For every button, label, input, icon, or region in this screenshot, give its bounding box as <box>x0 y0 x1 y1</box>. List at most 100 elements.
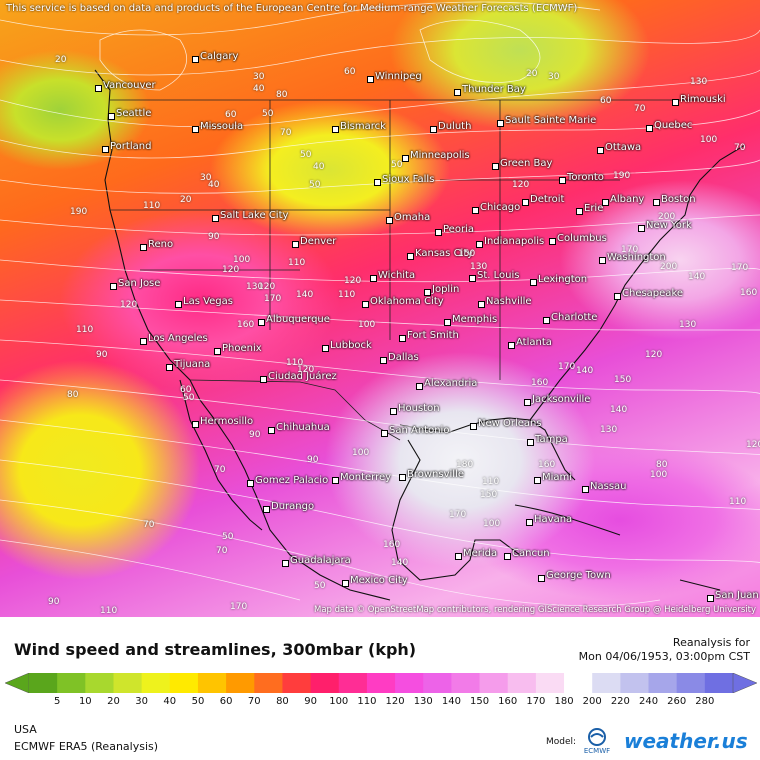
city-marker <box>374 179 381 186</box>
speed-value-label: 20 <box>526 69 538 79</box>
speed-value-label: 170 <box>230 602 248 612</box>
city-marker <box>399 474 406 481</box>
city-marker <box>416 383 423 390</box>
ecmwf-logo-text: ECMWF <box>584 747 610 755</box>
city-label: Sioux Falls <box>382 174 435 185</box>
color-scale-min-arrow <box>5 673 30 693</box>
speed-value-label: 140 <box>688 272 706 282</box>
city-label: Merida <box>463 548 498 559</box>
city-marker <box>478 301 485 308</box>
city-label: Lexington <box>538 274 588 285</box>
city-marker <box>653 199 660 206</box>
color-scale-swatch <box>564 673 593 693</box>
color-scale-tick: 5 <box>53 696 61 707</box>
city-marker <box>140 244 147 251</box>
city-marker <box>492 163 499 170</box>
city-marker <box>263 506 270 513</box>
city-marker <box>444 319 451 326</box>
color-scale-swatch <box>85 673 114 693</box>
city-label: Albuquerque <box>266 314 330 325</box>
city-marker <box>470 423 477 430</box>
color-scale-swatch <box>57 673 86 693</box>
color-scale-tick: 10 <box>78 696 92 707</box>
speed-value-label: 80 <box>656 460 668 470</box>
city-marker <box>192 56 199 63</box>
color-scale-swatch <box>141 673 171 693</box>
city-marker <box>192 421 199 428</box>
city-label: St. Louis <box>477 270 520 281</box>
color-scale-tick: 20 <box>107 696 120 707</box>
city-label: Kansas City <box>415 248 474 259</box>
city-marker <box>110 283 117 290</box>
speed-value-label: 150 <box>480 490 498 500</box>
city-label: Dallas <box>388 352 419 363</box>
city-label: Green Bay <box>500 158 553 169</box>
speed-value-label: 190 <box>70 207 88 217</box>
brand-logo[interactable]: weather.us <box>624 729 748 753</box>
city-label: Toronto <box>567 172 604 183</box>
speed-value-label: 120 <box>512 180 530 190</box>
city-marker <box>538 575 545 582</box>
speed-value-label: 120 <box>297 365 315 375</box>
city-marker <box>214 348 221 355</box>
speed-value-label: 130 <box>470 262 488 272</box>
color-scale-tick: 80 <box>276 696 289 707</box>
city-marker <box>402 155 409 162</box>
city-marker <box>526 519 533 526</box>
city-label: New Orleans <box>478 418 542 429</box>
color-scale-swatch <box>169 673 199 693</box>
city-label: Lubbock <box>330 340 372 351</box>
color-scale-tick: 240 <box>638 696 659 707</box>
color-scale-tick: 60 <box>219 696 233 707</box>
speed-value-label: 90 <box>96 350 108 360</box>
speed-value-label: 110 <box>482 477 500 487</box>
city-label: San Juan <box>715 590 759 601</box>
color-scale-tick: 130 <box>413 696 433 707</box>
city-marker <box>166 364 173 371</box>
city-marker <box>367 76 374 83</box>
speed-value-label: 200 <box>658 212 676 222</box>
speed-value-label: 110 <box>100 606 118 616</box>
city-label: Nashville <box>486 296 532 307</box>
city-label: Denver <box>300 236 337 247</box>
city-marker <box>386 217 393 224</box>
city-label: Chihuahua <box>276 422 330 433</box>
speed-value-label: 70 <box>280 128 292 138</box>
speed-value-label: 60 <box>344 67 356 77</box>
speed-value-label: 120 <box>344 276 362 286</box>
speed-value-label: 120 <box>645 350 663 360</box>
wind-map[interactable]: This service is based on data and produc… <box>0 0 760 617</box>
speed-value-label: 160 <box>531 378 549 388</box>
city-label: Portland <box>110 141 152 152</box>
city-label: Atlanta <box>516 337 552 348</box>
city-label: Charlotte <box>551 312 598 323</box>
city-label: Boston <box>661 194 696 205</box>
speed-value-label: 120 <box>258 282 276 292</box>
speed-value-label: 30 <box>200 173 212 183</box>
city-marker <box>672 99 679 106</box>
city-label: San Jose <box>118 278 161 289</box>
color-scale-swatch <box>479 673 509 693</box>
speed-value-label: 180 <box>456 460 474 470</box>
city-marker <box>332 477 339 484</box>
speed-value-label: 160 <box>383 540 401 550</box>
city-marker <box>508 342 515 349</box>
color-scale-swatch <box>395 673 424 693</box>
city-label: Erie <box>584 203 604 214</box>
speed-value-label: 60 <box>180 385 192 395</box>
map-attribution[interactable]: Map data © OpenStreetMap contributors, r… <box>314 605 756 615</box>
city-label: Ciudad Juárez <box>268 371 337 382</box>
color-scale-tick: 110 <box>357 696 377 707</box>
city-marker <box>322 345 329 352</box>
city-marker <box>362 301 369 308</box>
speed-value-label: 90 <box>307 455 319 465</box>
city-label: Durango <box>271 501 315 512</box>
city-marker <box>192 126 199 133</box>
city-label: Reno <box>148 239 174 250</box>
speed-value-label: 100 <box>352 448 370 458</box>
city-label: Alexandria <box>424 378 478 389</box>
color-scale-swatch <box>592 673 621 693</box>
city-label: Columbus <box>557 233 607 244</box>
city-marker <box>543 317 550 324</box>
city-label: Calgary <box>200 51 239 62</box>
